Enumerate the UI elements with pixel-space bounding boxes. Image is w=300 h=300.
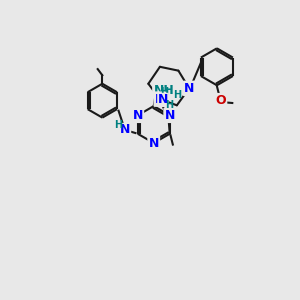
Text: N: N [120, 123, 130, 136]
Text: H: H [165, 100, 173, 110]
Text: NH: NH [153, 84, 174, 97]
Text: N: N [158, 93, 168, 106]
Text: N: N [165, 109, 175, 122]
Text: H: H [114, 119, 123, 130]
Text: O: O [215, 94, 226, 107]
Text: H: H [173, 89, 181, 100]
Text: N: N [148, 136, 159, 149]
Text: H: H [160, 87, 169, 97]
Text: N: N [133, 109, 143, 122]
Text: N: N [184, 82, 194, 95]
Text: N: N [155, 93, 165, 106]
